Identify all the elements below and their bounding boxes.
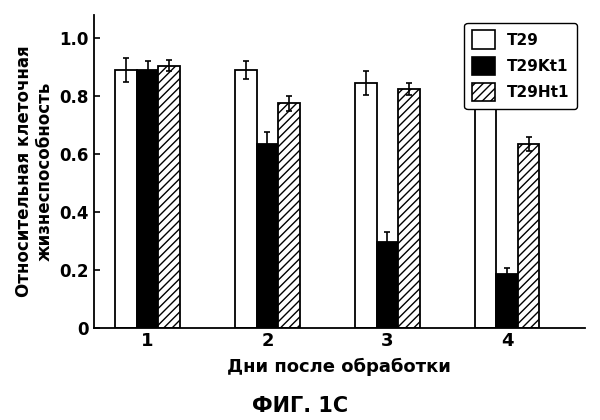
Bar [278, 103, 300, 328]
Bar [518, 144, 539, 328]
X-axis label: Дни после обработки: Дни после обработки [227, 357, 451, 375]
Bar [475, 71, 496, 328]
Bar [257, 144, 278, 328]
Legend: T29, T29Kt1, T29Ht1: T29, T29Kt1, T29Ht1 [464, 23, 577, 109]
Bar [158, 66, 180, 328]
Bar [496, 274, 518, 328]
Bar [137, 70, 158, 328]
Bar [398, 89, 419, 328]
Bar [377, 242, 398, 328]
Text: ФИГ. 1C: ФИГ. 1C [252, 396, 348, 416]
Y-axis label: Относительная клеточная
жизнеспособность: Относительная клеточная жизнеспособность [15, 45, 54, 297]
Bar [355, 83, 377, 328]
Bar [235, 70, 257, 328]
Bar [115, 70, 137, 328]
